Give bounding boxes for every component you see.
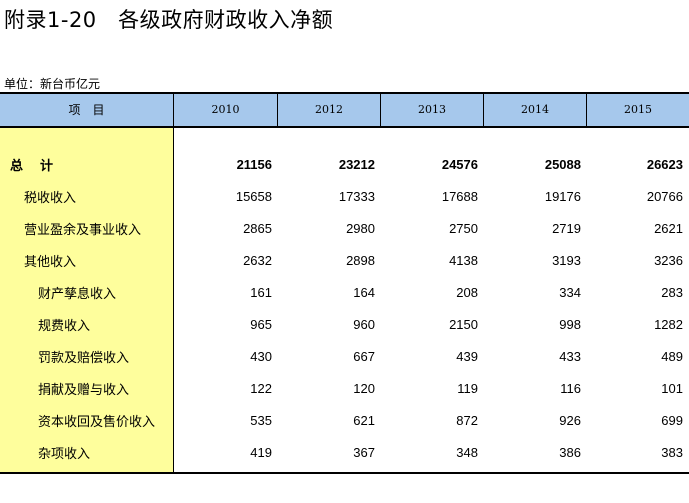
cell-value: 24576	[441, 156, 478, 172]
cell-value: 926	[559, 412, 581, 428]
cell-value: 2719	[552, 220, 581, 236]
header-year-2012: 2012	[278, 94, 381, 126]
cell-value: 433	[559, 348, 581, 364]
row-label: 总 计	[10, 158, 56, 174]
row-label: 税收收入	[24, 190, 77, 206]
cell-value: 17688	[441, 188, 478, 204]
table-row: 总 计 21156 23212 24576 25088 26623	[0, 148, 689, 180]
cell-value: 386	[559, 444, 581, 460]
cell-value: 120	[353, 380, 375, 396]
cell-value: 2898	[346, 252, 375, 268]
cell-value: 283	[661, 284, 683, 300]
cell-value: 26623	[646, 156, 683, 172]
cell-value: 2865	[243, 220, 272, 236]
cell-value: 208	[456, 284, 478, 300]
cell-value: 25088	[544, 156, 581, 172]
table-row: 资本收回及售价收入 535 621 872 926 699	[0, 404, 689, 436]
row-label: 其他收入	[24, 254, 77, 270]
cell-value: 17333	[338, 188, 375, 204]
row-label: 罚款及赔偿收入	[38, 350, 130, 366]
table-row: 营业盈余及事业收入 2865 2980 2750 2719 2621	[0, 212, 689, 244]
cell-value: 348	[456, 444, 478, 460]
cell-value: 965	[250, 316, 272, 332]
cell-value: 4138	[449, 252, 478, 268]
cell-value: 621	[353, 412, 375, 428]
cell-value: 439	[456, 348, 478, 364]
revenue-table: 项 目 2010 2012 2013 2014 2015 总 计 21156 232…	[0, 92, 689, 474]
row-label: 杂项收入	[38, 446, 91, 462]
header-item: 项 目	[0, 94, 174, 126]
table-body: 总 计 21156 23212 24576 25088 26623 税收收入 15658 173…	[0, 128, 689, 474]
row-label: 营业盈余及事业收入	[24, 222, 142, 238]
cell-value: 116	[560, 380, 581, 396]
row-label: 捐献及赠与收入	[38, 382, 130, 398]
row-label: 资本收回及售价收入	[38, 414, 156, 430]
cell-value: 21156	[236, 156, 272, 172]
cell-value: 3193	[552, 252, 581, 268]
table-row: 财产孳息收入 161 164 208 334 283	[0, 276, 689, 308]
cell-value: 2150	[449, 316, 478, 332]
header-year-2015: 2015	[624, 103, 652, 116]
cell-value: 334	[559, 284, 581, 300]
cell-value: 699	[661, 412, 683, 428]
header-year-2010: 2010	[174, 94, 278, 126]
cell-value: 667	[353, 348, 375, 364]
cell-value: 23212	[338, 156, 375, 172]
header-year-2013: 2013	[381, 94, 484, 126]
table-row: 其他收入 2632 2898 4138 3193 3236	[0, 244, 689, 276]
table-row: 捐献及赠与收入 122 120 119 116 101	[0, 372, 689, 404]
cell-value: 419	[250, 444, 272, 460]
cell-value: 2621	[654, 220, 683, 236]
header-year-2014: 2014	[484, 94, 587, 126]
row-label: 财产孳息收入	[38, 286, 117, 302]
cell-value: 998	[559, 316, 581, 332]
label-column	[0, 128, 174, 472]
table-row: 罚款及赔偿收入 430 667 439 433 489	[0, 340, 689, 372]
cell-value: 101	[661, 380, 683, 396]
cell-value: 3236	[654, 252, 683, 268]
cell-value: 430	[250, 348, 272, 364]
cell-value: 1282	[654, 316, 683, 332]
cell-value: 872	[456, 412, 478, 428]
unit-note: 单位：新台币亿元	[4, 77, 101, 91]
cell-value: 383	[661, 444, 683, 460]
cell-value: 15658	[235, 188, 272, 204]
cell-value: 20766	[646, 188, 683, 204]
cell-value: 2750	[449, 220, 478, 236]
cell-value: 535	[250, 412, 272, 428]
cell-value: 164	[353, 284, 375, 300]
table-row: 规费收入 965 960 2150 998 1282	[0, 308, 689, 340]
table-row: 杂项收入 419 367 348 386 383	[0, 436, 689, 468]
cell-value: 2632	[243, 252, 272, 268]
page-title: 附录1-20 各级政府财政收入净额	[4, 8, 334, 32]
table-header: 项 目 2010 2012 2013 2014 2015	[0, 92, 689, 128]
cell-value: 119	[457, 380, 478, 396]
cell-value: 489	[661, 348, 683, 364]
row-label: 规费收入	[38, 318, 91, 334]
cell-value: 960	[353, 316, 375, 332]
cell-value: 122	[250, 380, 272, 396]
table-row: 税收收入 15658 17333 17688 19176 20766	[0, 180, 689, 212]
cell-value: 367	[353, 444, 375, 460]
cell-value: 2980	[346, 220, 375, 236]
cell-value: 19176	[544, 188, 581, 204]
cell-value: 161	[250, 284, 272, 300]
